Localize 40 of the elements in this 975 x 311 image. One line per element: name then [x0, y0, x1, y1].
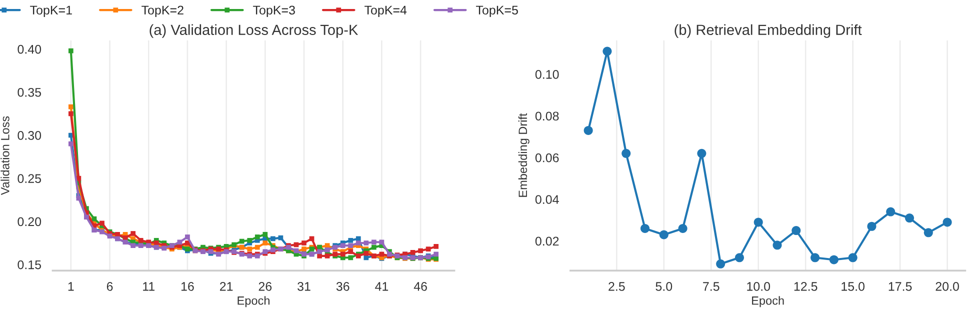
x-axis-title: Epoch [752, 296, 784, 308]
legend-label: TopK=2 [142, 6, 184, 18]
x-tick-label: 46 [414, 282, 427, 291]
x-tick-label: 26 [258, 282, 272, 291]
legend-label: TopK=3 [253, 6, 295, 18]
x-tick-label: 16 [181, 282, 194, 291]
x-tick-label: 10.0 [747, 282, 770, 291]
x-axis-title: Epoch [238, 296, 270, 308]
y-tick-label: 0.06 [535, 153, 559, 162]
legend-label: TopK=4 [364, 6, 407, 18]
x-tick-label: 31 [298, 282, 310, 291]
x-tick-label: 12.5 [794, 282, 818, 291]
x-tick-label: 36 [336, 282, 350, 291]
y-tick-label: 0.10 [535, 70, 559, 79]
y-axis-title: Embedding Drift [518, 113, 530, 197]
legend-label: TopK=1 [30, 6, 72, 18]
x-tick-label: 11 [143, 282, 154, 291]
y-tick-label: 0.30 [18, 131, 42, 140]
x-tick-label: 17.5 [888, 282, 912, 291]
legend-label: TopK=5 [476, 6, 518, 18]
y-axis-title: Validation Loss [0, 116, 10, 196]
x-tick-label: 20.0 [936, 282, 959, 291]
x-tick-label: 5.0 [656, 282, 672, 291]
y-tick-label: 0.04 [535, 195, 559, 204]
y-tick-label: 0.08 [535, 112, 559, 121]
chart-title: (a) Validation Loss Across Top-K [150, 24, 358, 38]
y-tick-label: 0.35 [18, 88, 42, 97]
x-tick-label: 2.5 [608, 282, 625, 291]
y-tick-label: 0.02 [535, 236, 559, 246]
x-tick-label: 7.5 [703, 282, 720, 291]
chart-title: (b) Retrieval Embedding Drift [674, 24, 862, 38]
x-tick-label: 15.0 [842, 282, 865, 291]
y-tick-label: 0.15 [18, 260, 42, 270]
y-tick-label: 0.25 [18, 174, 42, 183]
x-tick-label: 1 [68, 282, 74, 291]
y-tick-label: 0.20 [18, 217, 42, 226]
x-tick-label: 6 [106, 282, 113, 291]
x-tick-label: 21 [220, 282, 233, 291]
x-tick-label: 41 [375, 282, 388, 291]
y-tick-label: 0.40 [18, 44, 42, 54]
